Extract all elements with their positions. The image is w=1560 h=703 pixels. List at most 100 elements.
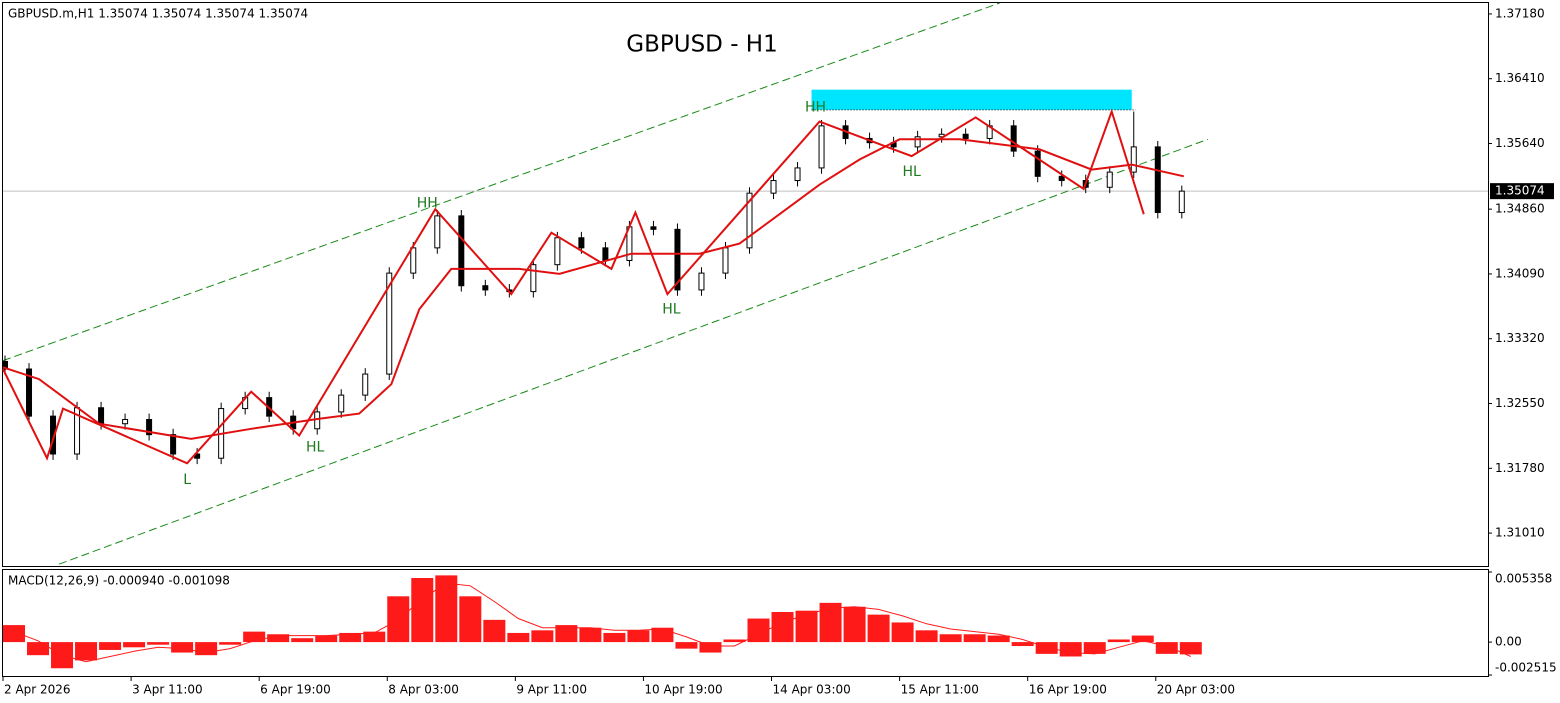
macd-bar [963, 634, 986, 643]
macd-bar [891, 622, 914, 643]
candle-body [386, 272, 393, 375]
candle-body [314, 411, 321, 430]
last-price-tag [1490, 183, 1554, 200]
macd-bar [459, 596, 482, 643]
candle-body [458, 215, 465, 287]
candle-body [770, 180, 777, 194]
x-tick-label: 6 Apr 19:00 [260, 683, 331, 697]
y-tick-label: 0.00 [1495, 635, 1522, 649]
y-tick-label: 1.37180 [1495, 6, 1545, 20]
candle-body [1034, 150, 1041, 177]
price-panel-frame [2, 2, 1489, 567]
candle-body [146, 419, 153, 436]
macd-bar [915, 630, 938, 643]
macd-bar [1179, 642, 1202, 655]
candle-body [914, 136, 921, 148]
x-tick-label: 14 Apr 03:00 [773, 683, 851, 697]
x-tick-label: 16 Apr 19:00 [1029, 683, 1107, 697]
macd-bar [1131, 635, 1154, 643]
macd-bar [411, 577, 434, 643]
y-tick-label: 1.34090 [1495, 266, 1545, 280]
candle-body [362, 373, 369, 396]
candle-body [554, 237, 561, 266]
x-tick-label: 2 Apr 2026 [4, 683, 71, 697]
macd-panel-frame [2, 569, 1489, 677]
macd-bar [291, 638, 314, 643]
macd-bar [1083, 642, 1106, 654]
moving-average [2, 138, 1185, 440]
macd-bar [387, 596, 410, 643]
y-tick-label: 1.35640 [1495, 136, 1545, 150]
y-tick-label: 1.34860 [1495, 202, 1545, 216]
candle-body [98, 407, 105, 425]
swing-label: L [183, 472, 191, 488]
macd-bar [843, 606, 866, 643]
candle-body [530, 264, 537, 293]
y-tick-label: 1.36410 [1495, 71, 1545, 85]
swing-label: HL [306, 439, 325, 455]
candle-body [698, 272, 705, 291]
x-tick-label: 9 Apr 11:00 [516, 683, 587, 697]
macd-bar [123, 642, 146, 648]
y-tick-label: 1.31010 [1495, 526, 1545, 540]
candle-body [650, 226, 657, 230]
macd-bar [243, 631, 266, 643]
x-tick-label: 20 Apr 03:00 [1157, 683, 1235, 697]
candle-body [746, 192, 753, 249]
macd-bar [555, 625, 578, 643]
y-tick-label: 1.32550 [1495, 396, 1545, 410]
candle-body [122, 419, 129, 425]
macd-bar [435, 575, 458, 643]
macd-bar [507, 632, 530, 643]
macd-bar [99, 642, 122, 650]
x-tick-label: 15 Apr 11:00 [901, 683, 979, 697]
candle-body [26, 368, 33, 417]
candle-body [674, 228, 681, 291]
candle-body [170, 434, 177, 455]
macd-bar [795, 610, 818, 643]
macd-bar [75, 642, 98, 661]
macd-bar [699, 642, 722, 653]
x-tick-label: 8 Apr 03:00 [388, 683, 459, 697]
candle-body [482, 285, 489, 291]
channel-line [58, 138, 1208, 565]
macd-bar [627, 630, 650, 643]
x-tick-label: 10 Apr 19:00 [644, 683, 722, 697]
candle-body [602, 247, 609, 261]
y-tick-label: 0.005358 [1495, 572, 1552, 586]
macd-bar [987, 635, 1010, 643]
macd-bar [819, 602, 842, 643]
y-tick-label: 1.31780 [1495, 461, 1545, 475]
candle-body [818, 125, 825, 169]
macd-bar [27, 642, 50, 656]
candle-body [1106, 171, 1113, 188]
chart-header: GBPUSD.m,H1 1.35074 1.35074 1.35074 1.35… [8, 7, 308, 21]
candle-body [1010, 125, 1017, 152]
candle-body [1130, 146, 1137, 173]
resistance-zone [811, 89, 1132, 110]
macd-signal [13, 582, 1192, 663]
macd-bar [747, 618, 770, 643]
macd-bar [315, 635, 338, 643]
macd-bar [195, 642, 218, 656]
macd-bar [339, 632, 362, 643]
macd-label: MACD(12,26,9) -0.000940 -0.001098 [8, 574, 230, 588]
zigzag [2, 108, 1145, 465]
macd-bar [219, 642, 242, 645]
candle-body [722, 247, 729, 274]
swing-label: HL [662, 301, 681, 317]
x-tick-label: 3 Apr 11:00 [132, 683, 203, 697]
candle-body [962, 133, 969, 139]
channel-line [2, 2, 1000, 362]
macd-bar [171, 642, 194, 653]
candle-body [2, 360, 8, 370]
macd-bar [1107, 639, 1130, 643]
candle-body [1178, 190, 1185, 214]
candle-body [578, 237, 585, 249]
macd-bar [939, 634, 962, 643]
chart-title: GBPUSD - H1 [626, 32, 777, 58]
macd-bar [603, 632, 626, 643]
